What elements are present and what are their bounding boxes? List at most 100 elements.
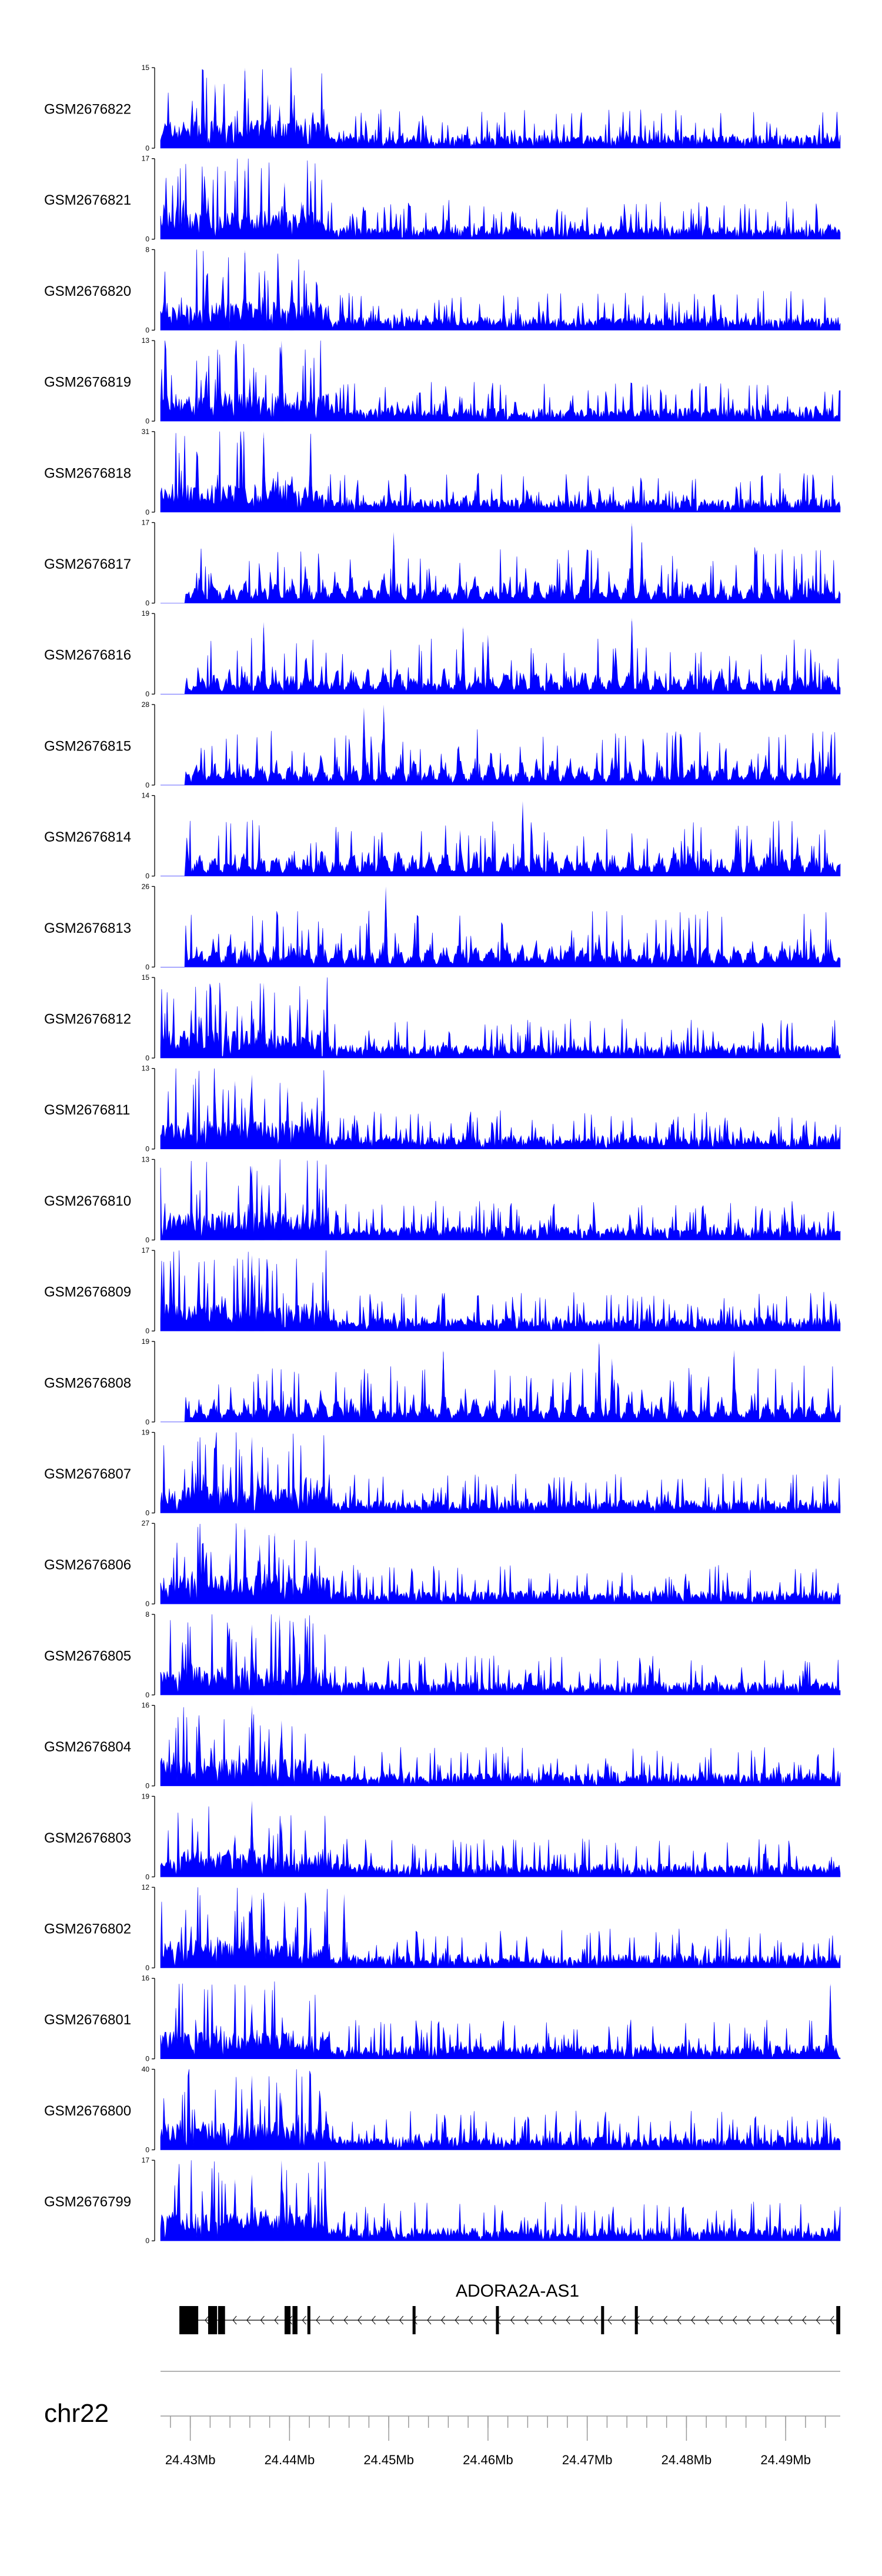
coverage-peak xyxy=(457,830,463,876)
exon xyxy=(292,2306,298,2334)
coverage-peak xyxy=(828,1983,833,2059)
y-tick-label-max: 8 xyxy=(145,1610,149,1619)
strand-arrow xyxy=(802,2315,807,2325)
exon xyxy=(836,2306,840,2334)
y-tick-label-max: 8 xyxy=(145,245,149,253)
strand-arrow xyxy=(399,2315,404,2325)
strand-arrow xyxy=(246,2315,251,2325)
strand-arrow xyxy=(580,2315,584,2325)
y-tick-label-min: 0 xyxy=(145,1509,149,1517)
strand-arrow xyxy=(510,2315,515,2325)
coverage-area xyxy=(160,1806,841,1877)
y-tick-label-max: 19 xyxy=(142,1337,150,1346)
coverage-peak xyxy=(279,2160,284,2241)
exon xyxy=(218,2306,225,2334)
coverage-area xyxy=(160,977,841,1059)
track-GSM2676816: GSM2676816 19 0 xyxy=(44,609,841,698)
y-tick-label-min: 0 xyxy=(145,2055,149,2063)
gene-name-label: ADORA2A-AS1 xyxy=(456,2281,579,2301)
coverage-peak xyxy=(285,1087,290,1149)
strand-arrow xyxy=(774,2315,779,2325)
strand-arrow xyxy=(760,2315,765,2325)
coverage-peak xyxy=(381,704,386,785)
strand-arrow xyxy=(733,2315,737,2325)
coverage-peak xyxy=(249,1705,255,1786)
exon xyxy=(601,2306,604,2334)
coverage-peak xyxy=(232,1080,238,1149)
y-tick-label-min: 0 xyxy=(145,781,149,789)
coverage-area xyxy=(160,1432,841,1513)
track-GSM2676814: GSM2676814 14 0 xyxy=(44,792,841,880)
strand-arrow xyxy=(482,2315,487,2325)
track-GSM2676799: GSM2676799 17 0 xyxy=(44,2156,841,2245)
y-tick-label-min: 0 xyxy=(145,326,149,334)
coverage-peak xyxy=(239,491,245,512)
coverage-area xyxy=(160,158,841,239)
coverage-peak xyxy=(242,68,248,148)
coverage-peak xyxy=(795,836,800,876)
coverage-peak xyxy=(279,1720,284,1786)
axis-tick-label: 24.47Mb xyxy=(562,2452,613,2467)
coverage-peak xyxy=(222,390,228,422)
strand-arrow xyxy=(343,2315,348,2325)
y-tick-label-min: 0 xyxy=(145,2145,149,2154)
y-tick-label-max: 15 xyxy=(142,64,150,72)
track-GSM2676800: GSM2676800 40 0 xyxy=(44,2065,841,2154)
track-GSM2676801: GSM2676801 16 0 xyxy=(44,1974,841,2063)
track-GSM2676806: GSM2676806 27 0 xyxy=(44,1519,841,1608)
exon xyxy=(179,2306,199,2334)
gene-annotation-track: ADORA2A-AS1 xyxy=(179,2281,840,2334)
y-tick-label-min: 0 xyxy=(145,1236,149,1244)
coverage-area xyxy=(161,722,841,786)
coverage-peak xyxy=(259,1283,265,1332)
coverage-peak xyxy=(289,279,294,331)
coverage-area xyxy=(160,1707,841,1786)
coverage-peak xyxy=(277,1203,282,1240)
coverage-peak xyxy=(391,532,396,603)
y-tick-label-min: 0 xyxy=(145,599,149,608)
coverage-peak xyxy=(261,431,266,512)
coverage-peak xyxy=(262,1988,268,2059)
axis-tick-label: 24.48Mb xyxy=(662,2452,712,2467)
track-GSM2676809: GSM2676809 17 0 xyxy=(44,1246,841,1335)
coverage-peak xyxy=(212,84,218,148)
track-label: GSM2676819 xyxy=(44,375,131,391)
coverage-peak xyxy=(629,618,634,695)
track-label: GSM2676812 xyxy=(44,1012,131,1027)
coverage-peak xyxy=(272,1532,278,1604)
coverage-peak xyxy=(383,886,389,967)
strand-arrow xyxy=(746,2315,751,2325)
coverage-peak xyxy=(249,1436,255,1513)
y-tick-label-max: 17 xyxy=(142,1246,150,1254)
track-label: GSM2676805 xyxy=(44,1648,131,1664)
coverage-area xyxy=(160,249,841,331)
y-tick-label-max: 13 xyxy=(142,336,150,345)
track-GSM2676812: GSM2676812 15 0 xyxy=(44,973,841,1062)
strand-arrow xyxy=(427,2315,432,2325)
coverage-area xyxy=(160,1523,841,1604)
coverage-peak xyxy=(365,942,370,967)
y-tick-label-min: 0 xyxy=(145,417,149,425)
y-tick-label-max: 15 xyxy=(142,973,150,982)
coverage-peak xyxy=(679,733,684,785)
coverage-peak xyxy=(242,249,248,331)
track-label: GSM2676801 xyxy=(44,2012,131,2028)
y-tick-label-max: 17 xyxy=(142,155,150,163)
coverage-peak xyxy=(249,1624,255,1695)
strand-arrow xyxy=(358,2315,362,2325)
y-tick-label-max: 13 xyxy=(142,1065,150,1073)
coverage-peak xyxy=(249,1165,255,1240)
track-label: GSM2676802 xyxy=(44,1921,131,1937)
y-tick-label-max: 13 xyxy=(142,1155,150,1163)
coverage-peak xyxy=(520,801,525,876)
coverage-peak xyxy=(232,2179,238,2241)
y-tick-label-max: 19 xyxy=(142,609,150,618)
track-label: GSM2676816 xyxy=(44,648,131,663)
coverage-peak xyxy=(255,1470,260,1513)
strand-arrow xyxy=(469,2315,473,2325)
exon xyxy=(496,2306,499,2334)
strand-arrow xyxy=(663,2315,667,2325)
coverage-peak xyxy=(279,341,284,422)
y-tick-label-min: 0 xyxy=(145,1327,149,1335)
